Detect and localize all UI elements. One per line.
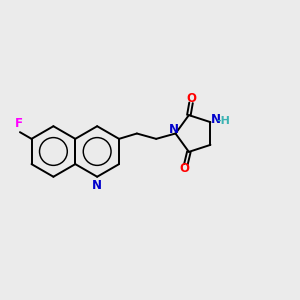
Text: O: O (179, 162, 189, 175)
Text: -H: -H (216, 116, 230, 126)
Text: N: N (211, 113, 221, 126)
Text: O: O (186, 92, 196, 105)
Text: F: F (14, 117, 22, 130)
Text: N: N (92, 179, 102, 192)
Text: N: N (169, 122, 179, 136)
